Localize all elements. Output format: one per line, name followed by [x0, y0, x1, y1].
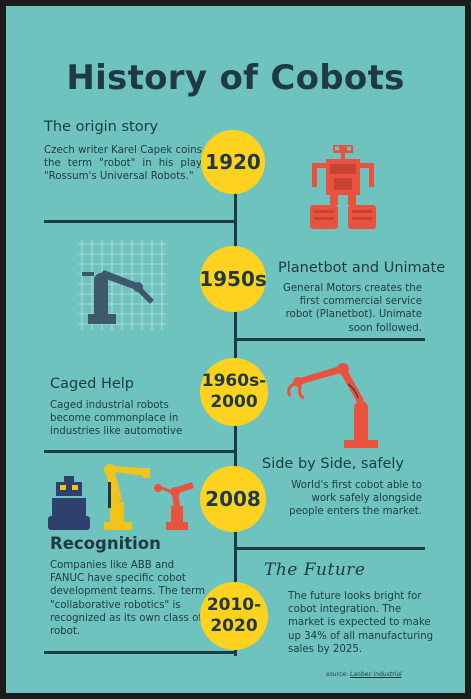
robot-group-icon	[48, 464, 194, 530]
section-body-recognition: Companies like ABB and FANUC have specif…	[50, 560, 206, 638]
page-title: History of Cobots	[66, 58, 405, 98]
era-label-line2: 2000	[210, 392, 258, 412]
era-label-line1: 1960s-	[201, 370, 267, 391]
section-body-origin: Czech writer Karel Capek coins the term …	[44, 145, 202, 183]
section-heading-recognition: Recognition	[50, 534, 161, 553]
era-badge-2008: 2008	[200, 466, 266, 532]
section-body-2008: World's first cobot able to work safely …	[289, 480, 422, 518]
timeline-branch-2008	[234, 547, 425, 550]
timeline-branch-2010	[44, 651, 237, 654]
era-label-line1: 2010-	[206, 594, 262, 615]
era-label-line2: 2020	[210, 616, 258, 636]
section-heading-caged: Caged Help	[50, 376, 135, 392]
section-body-caged: Caged industrial robots become commonpla…	[50, 400, 183, 438]
timeline-branch-1960s	[44, 450, 237, 453]
era-label: 1950s	[199, 266, 267, 291]
source-label: source:	[326, 671, 349, 678]
robot-arm-blueprint-icon	[78, 240, 166, 330]
robot-1920-icon	[310, 145, 376, 229]
infographic-poster: History of Cobots The origin story Czech…	[6, 6, 465, 693]
robot-arm-red-icon	[287, 363, 378, 448]
source-name: Lanbec Industrial	[350, 671, 402, 678]
era-badge-1960s-2000: 1960s- 2000	[200, 358, 268, 426]
section-heading-2008: Side by Side, safely	[262, 456, 405, 472]
era-badge-1950s: 1950s	[199, 246, 267, 312]
section-heading-1950s: Planetbot and Unimate	[278, 260, 446, 276]
era-label: 1920	[205, 149, 261, 174]
section-heading-future: The Future	[264, 560, 366, 580]
section-body-future: The future looks bright for cobot integr…	[288, 591, 434, 655]
section-body-1950s: General Motors creates the first commerc…	[283, 283, 422, 334]
timeline-branch-1950s	[234, 338, 425, 341]
section-heading-origin: The origin story	[44, 119, 159, 135]
source-credit: source: Lanbec Industrial	[326, 671, 402, 678]
era-badge-2010-2020: 2010- 2020	[200, 582, 268, 650]
era-label: 2008	[205, 486, 261, 511]
era-label-stack: 2010- 2020	[207, 595, 261, 638]
era-label-stack: 1960s- 2000	[202, 371, 267, 414]
timeline-branch-1920	[44, 220, 237, 223]
era-badge-1920: 1920	[201, 130, 265, 194]
